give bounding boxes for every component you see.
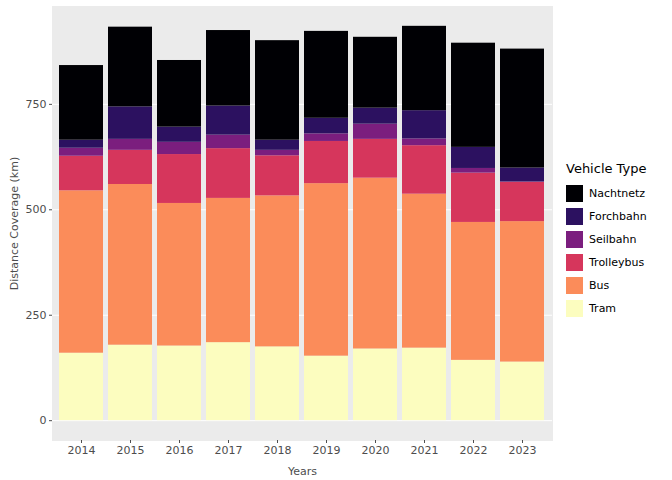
svg-text:2020: 2020 — [362, 444, 390, 457]
svg-text:2023: 2023 — [509, 444, 537, 457]
svg-text:Years: Years — [287, 465, 317, 478]
svg-text:2019: 2019 — [313, 444, 341, 457]
svg-text:2014: 2014 — [68, 444, 96, 457]
html-text:Seilbahn: Seilbahn — [589, 232, 637, 246]
html-text:Bus: Bus — [589, 278, 610, 292]
html-text:Vehicle Type: Vehicle Type — [566, 160, 647, 176]
html-text:Trolleybus: Trolleybus — [589, 255, 645, 269]
svg-text:750: 750 — [26, 98, 47, 111]
html-text:Forchbahn: Forchbahn — [589, 209, 647, 223]
svg-text:500: 500 — [26, 203, 47, 216]
html-text:Nachtnetz: Nachtnetz — [589, 186, 646, 200]
html-text:Tram: Tram — [589, 301, 617, 315]
svg-text:2016: 2016 — [166, 444, 194, 457]
svg-text:2015: 2015 — [117, 444, 145, 457]
svg-text:2021: 2021 — [411, 444, 439, 457]
svg-text:2022: 2022 — [460, 444, 488, 457]
svg-text:Distance Coverage (km): Distance Coverage (km) — [8, 157, 21, 290]
svg-text:0: 0 — [40, 414, 47, 427]
svg-text:2017: 2017 — [215, 444, 243, 457]
svg-text:250: 250 — [26, 309, 47, 322]
svg-text:2018: 2018 — [264, 444, 292, 457]
